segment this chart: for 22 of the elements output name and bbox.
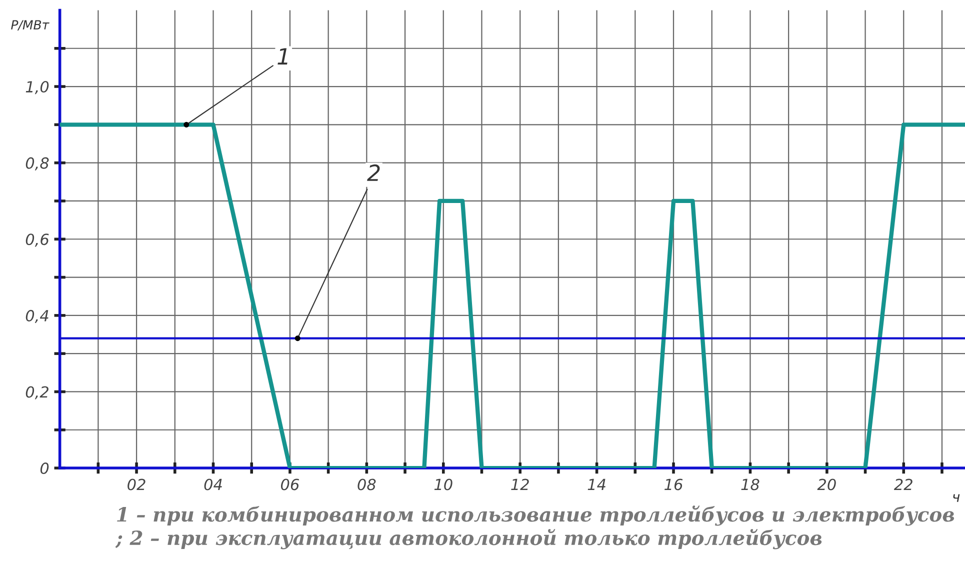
x-tick-label: 14 bbox=[588, 478, 606, 490]
x-tick-label: 12 bbox=[511, 478, 529, 490]
x-tick-label: 04 bbox=[204, 478, 222, 490]
x-tick-label: 10 bbox=[434, 478, 452, 490]
y-axis-title: P/МВт bbox=[11, 20, 50, 31]
x-tick-label: 20 bbox=[817, 478, 836, 490]
y-tick-label: 0,4 bbox=[26, 310, 48, 324]
text: 1 – при комбинированном использование троллейбусов и электробусов ; 2 – при эксплуатации автоколонной только троллейбусов bbox=[115, 506, 954, 550]
x-tick-label: 16 bbox=[664, 478, 683, 490]
x-tick-label: 22 bbox=[894, 478, 912, 490]
y-tick-label: 0,8 bbox=[26, 157, 49, 170]
x-tick-label: 18 bbox=[741, 478, 760, 490]
annotation: 1 bbox=[278, 48, 288, 64]
y-tick-label: 0,2 bbox=[26, 386, 48, 400]
x-tick-label: 02 bbox=[128, 478, 146, 490]
x-tick-label: 06 bbox=[281, 478, 299, 490]
y-tick-label: 1,0 bbox=[26, 80, 49, 94]
annotation: 2 bbox=[367, 164, 380, 181]
x-axis-title: ч bbox=[953, 494, 960, 502]
y-tick-label: 0,6 bbox=[26, 234, 49, 247]
x-tick-label: 08 bbox=[358, 478, 376, 490]
y-tick-label: 0 bbox=[40, 462, 49, 474]
